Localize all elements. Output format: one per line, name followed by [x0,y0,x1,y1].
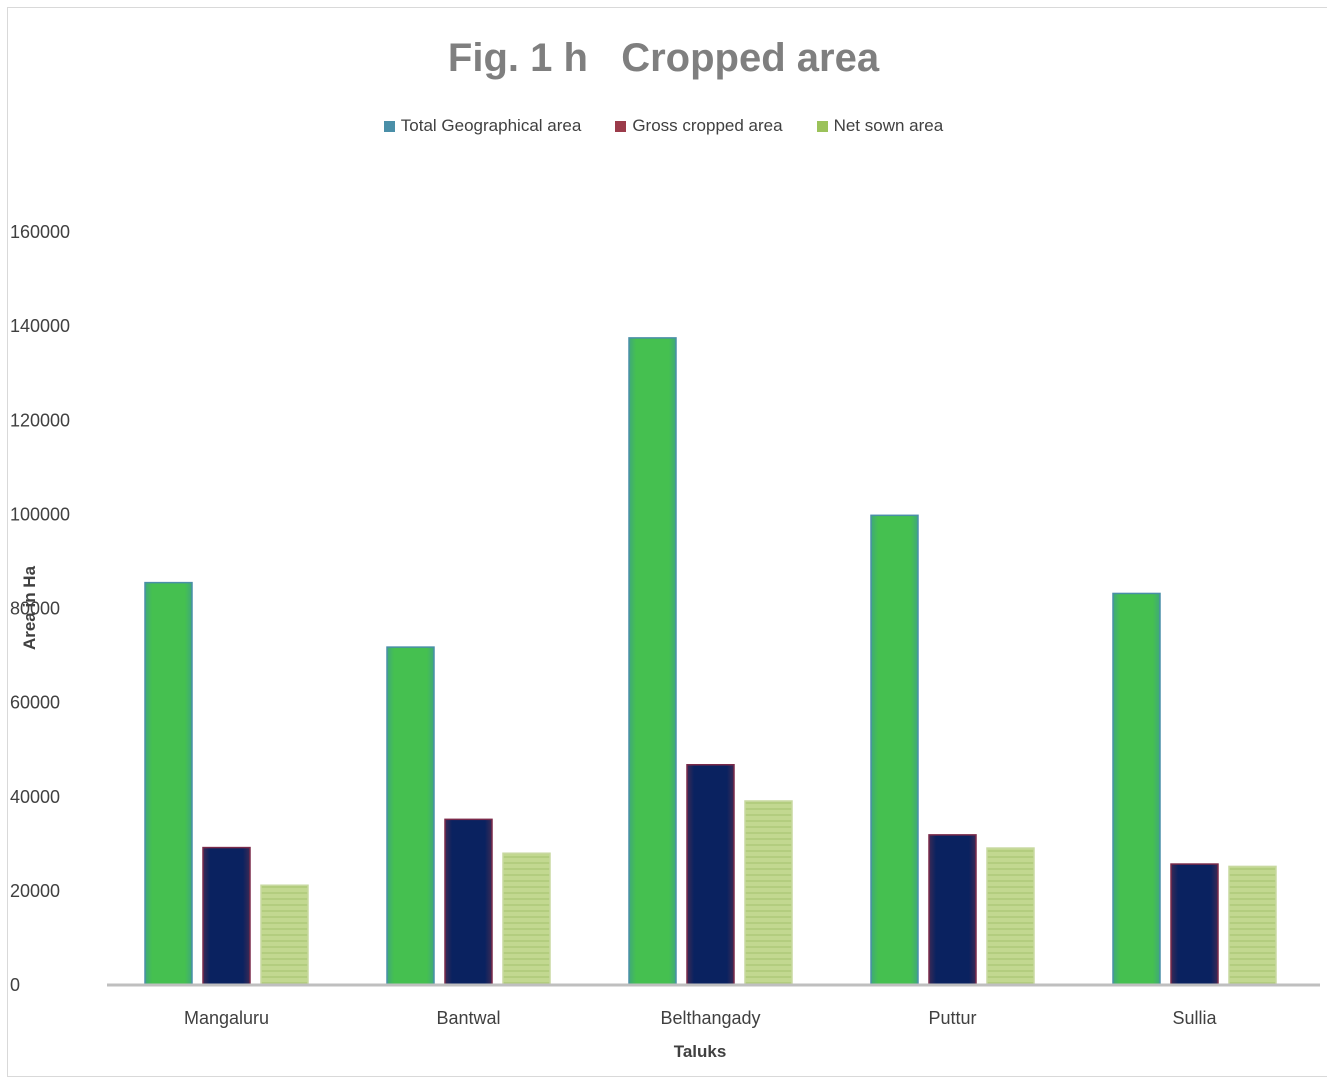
y-tick-20000: 20000 [10,881,60,901]
bar-gross-cropped-area-puttur [928,834,977,986]
bar-gross-cropped-area-sullia [1170,863,1219,986]
bar-total-geographical-area-sullia [1112,592,1161,986]
bar-gross-cropped-area-bantwal [444,818,493,986]
bar-total-geographical-area-bantwal [386,646,435,986]
x-tick-labels: Mangaluru Bantwal Belthangady Puttur Sullia [184,1008,1218,1028]
chart-title: Fig. 1 h Cropped area [447,36,880,80]
legend-item-net-sown-area: Net sown area [816,116,944,136]
legend-item-gross-cropped-area: Gross cropped area [615,116,783,136]
legend-item-total-geographical-area: Total Geographical area [383,116,582,136]
x-tick-bantwal: Bantwal [436,1008,500,1028]
y-tick-labels: 0 20000 40000 60000 80000 100000 120000 140000 1… [10,222,70,995]
legend-swatch-gross-cropped-area [615,120,627,132]
bar-total-geographical-area-belthangady [628,337,677,986]
bar-total-geographical-area-puttur [870,514,919,986]
y-tick-160000: 160000 [10,222,70,242]
bars-group [144,337,1277,986]
x-tick-mangaluru: Mangaluru [184,1008,269,1028]
bar-net-sown-area-mangaluru [260,884,309,986]
bar-gross-cropped-area-belthangady [686,763,735,986]
x-axis-label: Taluks [673,1042,727,1061]
y-tick-140000: 140000 [10,316,70,336]
bar-net-sown-area-sullia [1228,865,1277,986]
legend-swatch-net-sown-area [816,120,828,132]
y-tick-120000: 120000 [10,410,70,430]
bar-net-sown-area-belthangady [744,800,793,986]
legend: Total Geographical area Gross cropped ar… [0,116,1327,136]
bar-net-sown-area-bantwal [502,852,551,986]
y-tick-0: 0 [10,975,20,995]
x-tick-sullia: Sullia [1172,1008,1217,1028]
y-tick-80000: 80000 [10,599,60,619]
y-tick-40000: 40000 [10,787,60,807]
legend-swatch-total-geographical-area [383,120,395,132]
y-tick-100000: 100000 [10,504,70,524]
x-tick-puttur: Puttur [928,1008,976,1028]
x-tick-belthangady: Belthangady [660,1008,760,1028]
legend-label-net-sown-area: Net sown area [833,116,944,135]
bar-gross-cropped-area-mangaluru [202,846,251,986]
bar-total-geographical-area-mangaluru [144,581,193,986]
y-tick-60000: 60000 [10,693,60,713]
y-axis-label: Area in Ha [20,565,39,651]
legend-label-total-geographical-area: Total Geographical area [400,116,582,135]
bar-net-sown-area-puttur [986,847,1035,986]
legend-label-gross-cropped-area: Gross cropped area [632,116,783,135]
